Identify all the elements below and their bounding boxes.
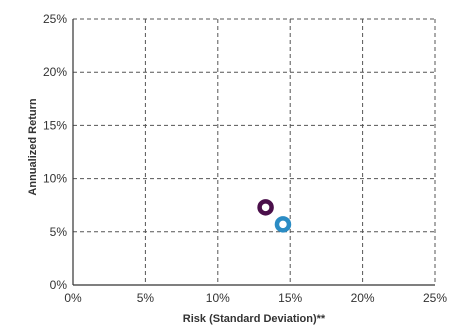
y-tick-label: 25%: [43, 12, 67, 26]
y-tick-label: 10%: [43, 172, 67, 186]
x-tick-label: 5%: [137, 291, 155, 305]
tick-layer: 0% 5% 10% 15% 20% 25% 0% 5% 10% 15% 20% 25%: [43, 12, 447, 305]
x-tick-label: 15%: [278, 291, 302, 305]
x-tick-label: 20%: [351, 291, 375, 305]
y-tick-label: 5%: [50, 225, 68, 239]
y-axis-title: Annualized Return: [27, 98, 39, 195]
grid-layer: [73, 18, 436, 285]
data-point: [274, 216, 292, 233]
x-tick-label: 10%: [206, 291, 230, 305]
data-point: [257, 199, 274, 216]
y-tick-label: 20%: [43, 65, 67, 79]
y-tick-label: 0%: [50, 278, 68, 292]
point-layer: [257, 199, 292, 233]
x-tick-label: 25%: [423, 291, 447, 305]
y-tick-label: 15%: [43, 118, 67, 132]
axis-layer: [72, 19, 435, 286]
x-axis-title: Risk (Standard Deviation)**: [183, 313, 326, 325]
x-tick-label: 0%: [64, 291, 82, 305]
